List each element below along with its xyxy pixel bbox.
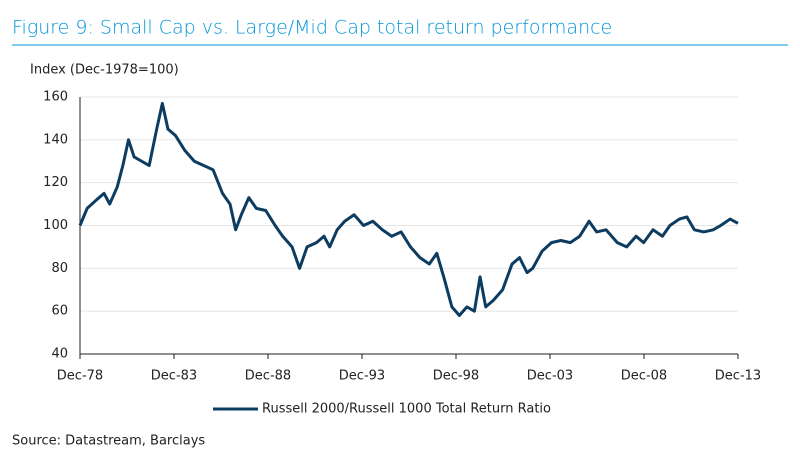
source: Source: Datastream, Barclays: [12, 434, 205, 449]
legend-label: Russell 2000/Russell 1000 Total Return R…: [262, 402, 551, 417]
y-axis-label: Index (Dec-1978=100): [30, 63, 179, 78]
x-tick-label: Dec-08: [621, 369, 667, 384]
x-tick-label: Dec-98: [433, 369, 479, 384]
x-tick-label: Dec-03: [527, 369, 573, 384]
x-tick-label: Dec-13: [715, 369, 761, 384]
x-tick-label: Dec-93: [339, 369, 385, 384]
x-tick-label: Dec-78: [57, 369, 103, 384]
y-tick-label: 140: [43, 132, 68, 147]
y-tick-label: 160: [43, 90, 68, 105]
x-tick-label: Dec-83: [151, 369, 197, 384]
x-tick-label: Dec-88: [245, 369, 291, 384]
y-tick-label: 80: [51, 261, 68, 276]
y-tick-label: 40: [51, 347, 68, 362]
y-tick-label: 60: [51, 304, 68, 319]
series-line: [78, 101, 739, 317]
y-tick-label: 100: [43, 218, 68, 233]
y-tick-label: 120: [43, 175, 68, 190]
chart-title: Figure 9: Small Cap vs. Large/Mid Cap to…: [12, 17, 612, 39]
